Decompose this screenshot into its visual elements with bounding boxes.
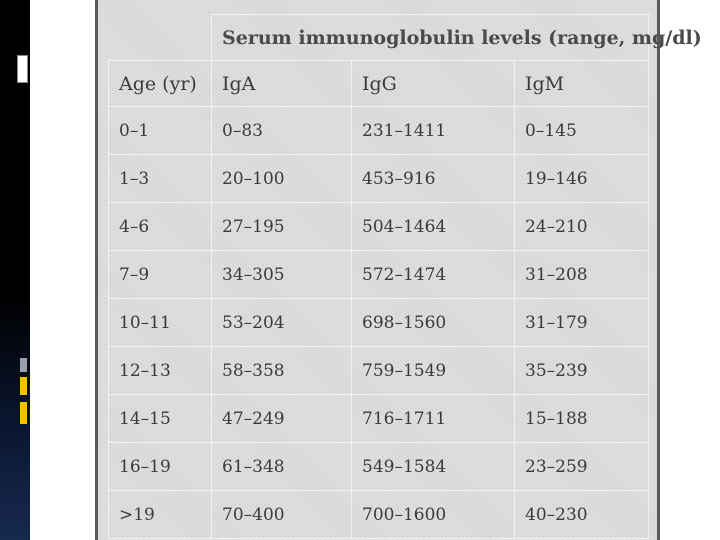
cell-igg: 698–1560 bbox=[351, 298, 515, 347]
cell-igm: 35–239 bbox=[514, 346, 649, 395]
table-row: >19 70–400 700–1600 40–230 bbox=[108, 490, 649, 539]
table-header-row: Age (yr) IgA IgG IgM bbox=[108, 60, 649, 107]
cell-age: 1–3 bbox=[108, 154, 212, 203]
table-row: 10–11 53–204 698–1560 31–179 bbox=[108, 298, 649, 347]
table-row: 14–15 47–249 716–1711 15–188 bbox=[108, 394, 649, 443]
cell-age: 14–15 bbox=[108, 394, 212, 443]
cell-age: 10–11 bbox=[108, 298, 212, 347]
table-row: 4–6 27–195 504–1464 24–210 bbox=[108, 202, 649, 251]
cell-age: 0–1 bbox=[108, 106, 212, 155]
table-title-row: Serum immunoglobulin levels (range, mg/d… bbox=[108, 14, 702, 61]
table-corner-cell bbox=[108, 14, 212, 61]
cell-igm: 40–230 bbox=[514, 490, 649, 539]
cell-iga: 70–400 bbox=[211, 490, 352, 539]
cell-igg: 716–1711 bbox=[351, 394, 515, 443]
decorative-yellow-block-lower bbox=[20, 402, 27, 424]
immunoglobulin-table-image: Serum immunoglobulin levels (range, mg/d… bbox=[95, 0, 702, 540]
table-row: 16–19 61–348 549–1584 23–259 bbox=[108, 442, 649, 491]
immunoglobulin-table: Serum immunoglobulin levels (range, mg/d… bbox=[108, 14, 702, 539]
column-header-igm: IgM bbox=[514, 60, 649, 107]
cell-igm: 31–208 bbox=[514, 250, 649, 299]
table-row: 0–1 0–83 231–1411 0–145 bbox=[108, 106, 649, 155]
column-header-age: Age (yr) bbox=[108, 60, 212, 107]
cell-igg: 700–1600 bbox=[351, 490, 515, 539]
cell-igm: 15–188 bbox=[514, 394, 649, 443]
cell-igm: 24–210 bbox=[514, 202, 649, 251]
table-row: 1–3 20–100 453–916 19–146 bbox=[108, 154, 649, 203]
column-header-igg: IgG bbox=[351, 60, 515, 107]
cell-age: >19 bbox=[108, 490, 212, 539]
decorative-gray-block bbox=[20, 358, 27, 372]
decorative-yellow-block bbox=[20, 377, 27, 395]
cell-igg: 504–1464 bbox=[351, 202, 515, 251]
cell-igm: 0–145 bbox=[514, 106, 649, 155]
cell-igm: 23–259 bbox=[514, 442, 649, 491]
cell-igg: 549–1584 bbox=[351, 442, 515, 491]
table-row: 12–13 58–358 759–1549 35–239 bbox=[108, 346, 649, 395]
cell-igg: 759–1549 bbox=[351, 346, 515, 395]
cell-age: 4–6 bbox=[108, 202, 212, 251]
cell-igg: 572–1474 bbox=[351, 250, 515, 299]
cell-iga: 47–249 bbox=[211, 394, 352, 443]
column-header-iga: IgA bbox=[211, 60, 352, 107]
cell-iga: 53–204 bbox=[211, 298, 352, 347]
cell-igg: 231–1411 bbox=[351, 106, 515, 155]
table-row: 7–9 34–305 572–1474 31–208 bbox=[108, 250, 649, 299]
cell-igm: 19–146 bbox=[514, 154, 649, 203]
cell-iga: 0–83 bbox=[211, 106, 352, 155]
cell-iga: 58–358 bbox=[211, 346, 352, 395]
cell-age: 16–19 bbox=[108, 442, 212, 491]
cell-igm: 31–179 bbox=[514, 298, 649, 347]
cell-iga: 61–348 bbox=[211, 442, 352, 491]
cell-age: 12–13 bbox=[108, 346, 212, 395]
cell-iga: 34–305 bbox=[211, 250, 352, 299]
cell-igg: 453–916 bbox=[351, 154, 515, 203]
table-title: Serum immunoglobulin levels (range, mg/d… bbox=[211, 14, 702, 61]
title-accent-bar bbox=[17, 55, 28, 83]
cell-age: 7–9 bbox=[108, 250, 212, 299]
cell-iga: 27–195 bbox=[211, 202, 352, 251]
cell-iga: 20–100 bbox=[211, 154, 352, 203]
